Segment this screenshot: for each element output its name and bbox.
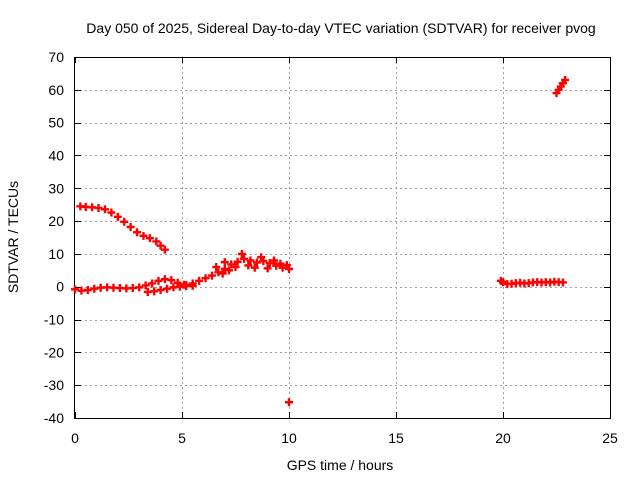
data-point — [244, 261, 253, 270]
data-point — [100, 205, 109, 214]
data-point — [561, 75, 570, 84]
data-point — [83, 286, 92, 295]
tick-layer — [75, 57, 611, 419]
data-point — [276, 259, 285, 268]
data-point — [250, 263, 259, 272]
data-point — [237, 249, 246, 258]
data-point — [225, 266, 234, 275]
data-point — [218, 269, 227, 278]
data-point — [212, 263, 221, 272]
data-point — [282, 261, 291, 270]
x-tick-label: 25 — [602, 430, 618, 446]
data-point — [257, 253, 266, 262]
data-point — [188, 279, 197, 288]
y-tick-label: 20 — [48, 213, 64, 229]
y-tick-label: -10 — [44, 312, 64, 328]
y-tick-label: 60 — [48, 82, 64, 98]
data-point — [139, 231, 148, 240]
data-point — [201, 274, 210, 283]
data-point — [220, 265, 229, 274]
data-point — [285, 398, 293, 407]
data-point — [240, 254, 249, 263]
series-outlier — [285, 398, 293, 407]
x-tick-label: 10 — [281, 430, 297, 446]
x-tick-labels: 0 5 10 15 20 25 — [71, 430, 618, 446]
data-point — [150, 287, 159, 296]
data-point — [120, 217, 129, 226]
y-axis-title: SDTVAR / TECUs — [5, 181, 21, 293]
x-tick-label: 15 — [388, 430, 404, 446]
data-point — [270, 256, 279, 265]
series-track-b-near-zero — [71, 275, 189, 295]
series-track-f-high — [552, 75, 570, 98]
data-point — [107, 208, 116, 217]
data-point — [167, 276, 176, 285]
data-point — [207, 271, 216, 280]
data-point — [141, 281, 150, 290]
data-points — [71, 75, 570, 407]
data-point — [272, 261, 281, 270]
y-tick-label: 40 — [48, 147, 64, 163]
chart-title: Day 050 of 2025, Sidereal Day-to-day VTE… — [86, 20, 595, 36]
data-point — [214, 268, 223, 277]
data-point — [265, 259, 274, 268]
data-point — [133, 228, 142, 237]
data-point — [558, 278, 567, 287]
data-point — [499, 278, 507, 287]
data-point — [163, 284, 172, 293]
data-point — [160, 245, 169, 254]
data-point — [220, 258, 229, 267]
data-point — [233, 257, 242, 266]
data-point — [195, 276, 204, 285]
series-track-d-spread — [212, 249, 291, 278]
y-tick-label: 50 — [48, 115, 64, 131]
grid-layer — [75, 57, 610, 418]
x-tick-label: 20 — [495, 430, 511, 446]
x-axis-title: GPS time / hours — [287, 457, 394, 473]
series-track-d-rising — [182, 254, 293, 290]
data-point — [126, 222, 135, 231]
x-tick-label: 5 — [178, 430, 186, 446]
y-tick-label: -30 — [44, 377, 64, 393]
data-point — [246, 256, 255, 265]
data-point — [227, 260, 236, 269]
data-point — [135, 283, 144, 292]
data-point — [263, 264, 272, 273]
data-point — [113, 212, 122, 221]
series-track-e-late — [496, 276, 567, 289]
data-point — [152, 237, 161, 246]
y-tick-label: -20 — [44, 344, 64, 360]
y-tick-labels: -40 -30 -20 -10 0 10 20 30 40 50 60 70 — [44, 49, 64, 426]
plot-frame — [74, 57, 611, 419]
x-tick-label: 0 — [71, 430, 79, 446]
data-point — [156, 286, 165, 295]
y-tick-label: 10 — [48, 246, 64, 262]
data-point — [252, 258, 261, 267]
data-point — [154, 276, 163, 285]
y-tick-label: 30 — [48, 180, 64, 196]
y-tick-label: -40 — [44, 410, 64, 426]
y-tick-label: 70 — [48, 49, 64, 65]
series-track-a-decreasing — [76, 202, 169, 254]
data-point — [156, 241, 165, 250]
data-point — [148, 279, 157, 288]
data-point — [182, 281, 191, 290]
data-point — [231, 263, 240, 272]
data-point — [71, 285, 79, 294]
data-point — [94, 203, 103, 212]
data-point — [145, 234, 154, 243]
y-tick-label: 0 — [56, 279, 64, 295]
